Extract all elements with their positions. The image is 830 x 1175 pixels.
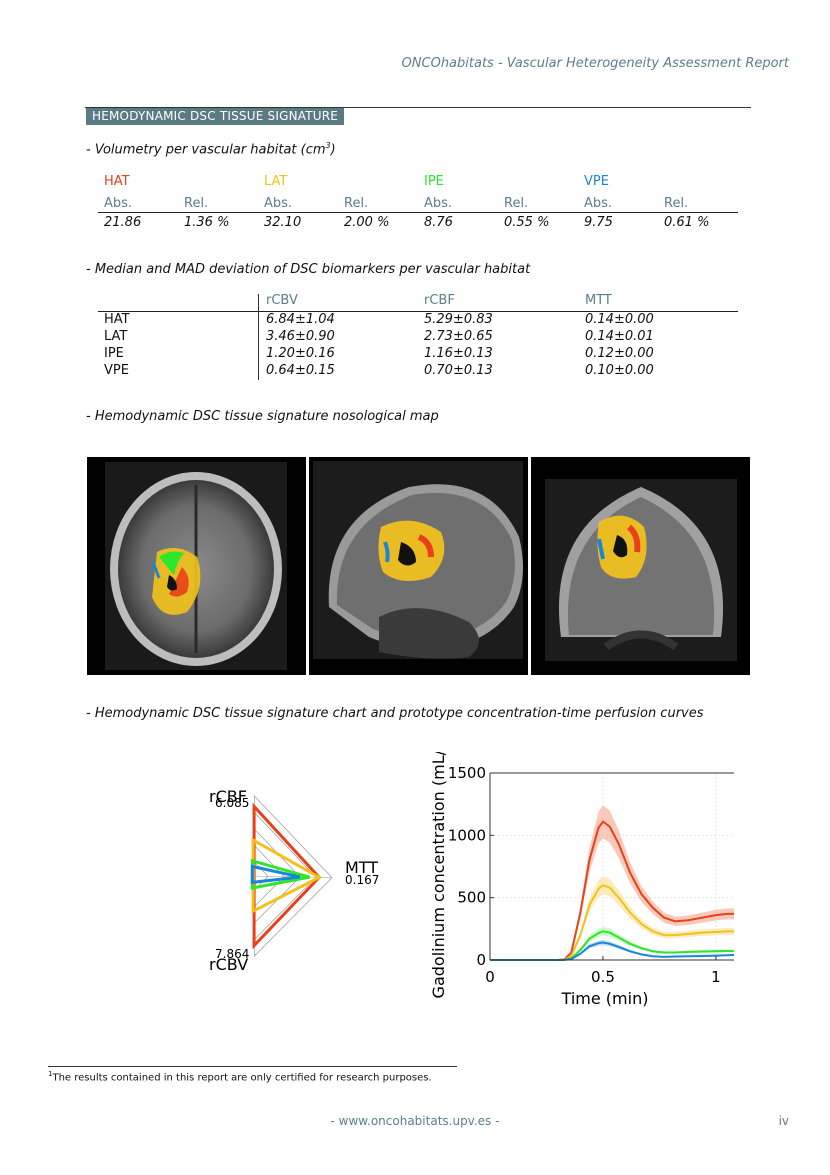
vpe-rel-value: 0.61 % <box>664 215 710 230</box>
vpe-rcbv: 0.64±0.15 <box>266 363 335 378</box>
section-label: HEMODYNAMIC DSC TISSUE SIGNATURE <box>86 108 345 125</box>
lat-rcbv: 3.46±0.90 <box>266 329 335 344</box>
footnote-rule <box>48 1066 457 1067</box>
habitat-vpe-header: VPE <box>584 174 609 189</box>
radar-axis-rcbv-label: rCBV <box>209 955 248 974</box>
line-axes: 0 500 1000 1500 0 0.5 1 <box>448 764 734 986</box>
vpe-abs-label: Abs. <box>584 196 613 211</box>
band-lat <box>490 876 734 960</box>
nosological-title: - Hemodynamic DSC tissue signature nosol… <box>86 409 439 424</box>
mri-sagittal-image <box>309 457 528 675</box>
habitat-lat-header: LAT <box>264 174 288 189</box>
biomarkers-divider <box>258 294 259 380</box>
plot-area <box>490 773 734 960</box>
row-label-hat: HAT <box>104 312 130 327</box>
y-tick-label: 500 <box>457 889 486 907</box>
hat-abs-label: Abs. <box>104 196 133 211</box>
mri-axial-image <box>87 457 306 675</box>
hat-rel-value: 1.36 % <box>184 215 230 230</box>
y-tick-label: 1000 <box>448 826 486 844</box>
ipe-rcbv: 1.20±0.16 <box>266 346 335 361</box>
radar-series <box>250 802 323 950</box>
col-rcbv: rCBV <box>266 293 298 308</box>
vpe-abs-value: 9.75 <box>584 215 613 230</box>
ipe-abs-label: Abs. <box>424 196 453 211</box>
mri-coronal-image <box>531 457 750 675</box>
lat-rel-value: 2.00 % <box>344 215 390 230</box>
radar-axis-mtt-label: MTT <box>345 858 378 877</box>
curve-hat <box>490 820 734 961</box>
x-tick-label: 1 <box>711 968 721 986</box>
biomarkers-rule <box>98 311 738 312</box>
ipe-mtt: 0.12±0.00 <box>585 346 654 361</box>
radar-series-vpe <box>250 864 301 885</box>
radar-axis-rcbv-max: 7.864 <box>215 947 249 961</box>
footnote: 1The results contained in this report ar… <box>48 1070 432 1084</box>
curve-vpe <box>490 941 735 961</box>
radar-axis-mtt-max: 0.167 <box>345 873 379 887</box>
lat-abs-value: 32.10 <box>264 215 302 230</box>
row-label-ipe: IPE <box>104 346 124 361</box>
x-tick-label: 0.5 <box>591 968 615 986</box>
volumetry-rule <box>98 212 738 213</box>
curve-lat <box>490 884 734 961</box>
radar-axis-rcbf-label: rCBF <box>209 787 247 806</box>
hat-rcbf: 5.29±0.83 <box>424 312 493 327</box>
vpe-rel-label: Rel. <box>664 196 689 211</box>
ipe-rcbf: 1.16±0.13 <box>424 346 493 361</box>
habitat-hat-header: HAT <box>104 174 130 189</box>
row-label-lat: LAT <box>104 329 128 344</box>
y-axis-label: Gadolinium concentration (mL/1( <box>429 752 448 998</box>
radar-chart: rCBF 6.085 MTT 0.167 7.864 rCBV <box>209 787 379 974</box>
page-number: iv <box>778 1114 789 1128</box>
line-series <box>490 820 735 961</box>
y-tick-label: 0 <box>476 951 486 969</box>
habitat-ipe-header: IPE <box>424 174 444 189</box>
row-label-vpe: VPE <box>104 363 129 378</box>
col-mtt: MTT <box>585 293 612 308</box>
lat-abs-label: Abs. <box>264 196 293 211</box>
lat-rcbf: 2.73±0.65 <box>424 329 493 344</box>
x-tick-label: 0 <box>485 968 495 986</box>
x-axis-label: Time (min) <box>561 989 649 1008</box>
radar-axis-rcbf-max: 6.085 <box>215 796 249 810</box>
volumetry-title: - Volumetry per vascular habitat (cm3) <box>86 141 336 158</box>
lat-rel-label: Rel. <box>344 196 369 211</box>
biomarkers-title: - Median and MAD deviation of DSC biomar… <box>86 262 531 277</box>
ipe-rel-value: 0.55 % <box>504 215 550 230</box>
hat-abs-value: 21.86 <box>104 215 142 230</box>
perfusion-curves-chart: 0 500 1000 1500 0 0.5 1 Time (min) Gadolinium … <box>429 752 735 1008</box>
section-rule <box>85 107 751 108</box>
hat-rcbv: 6.84±1.04 <box>266 312 335 327</box>
vpe-rcbf: 0.70±0.13 <box>424 363 493 378</box>
hat-mtt: 0.14±0.00 <box>585 312 654 327</box>
y-tick-label: 1500 <box>448 764 486 782</box>
lat-mtt: 0.14±0.01 <box>585 329 654 344</box>
col-rcbf: rCBF <box>424 293 455 308</box>
ipe-rel-label: Rel. <box>504 196 529 211</box>
charts-title: - Hemodynamic DSC tissue signature chart… <box>86 706 704 721</box>
vpe-mtt: 0.10±0.00 <box>585 363 654 378</box>
hat-rel-label: Rel. <box>184 196 209 211</box>
ipe-abs-value: 8.76 <box>424 215 453 230</box>
report-title: ONCOhabitats - Vascular Heterogeneity As… <box>401 56 789 71</box>
footer-url: - www.oncohabitats.upv.es - <box>330 1114 500 1128</box>
